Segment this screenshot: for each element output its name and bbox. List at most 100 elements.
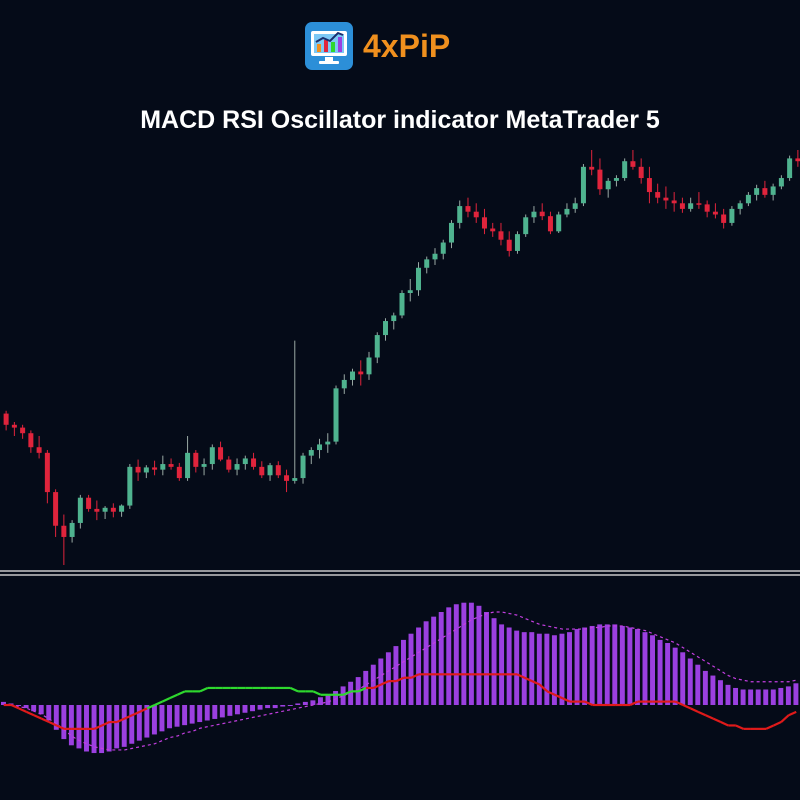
candle-body [457,206,463,223]
oscillator-line-segment [101,721,110,727]
histogram-bar [68,705,74,746]
candle-body [267,465,273,476]
histogram-bar [401,639,406,705]
oscillator-line-segment [290,686,299,693]
histogram-bar [634,629,640,705]
oscillator-line-segment [124,714,133,720]
histogram-bar [597,624,603,705]
candle-body [613,178,619,181]
candle-body [605,180,611,190]
candle-body [61,525,67,537]
histogram-bar [280,705,286,707]
histogram-bar [665,643,671,705]
candle-body [762,188,768,195]
oscillator-line-segment [629,700,639,707]
brand-logo[interactable]: 4xPiP [305,22,505,72]
candle-body [209,447,215,465]
histogram-bar [687,658,693,705]
histogram-bar [514,630,520,705]
candle-body [102,507,108,512]
candle-body [778,178,784,187]
candle-body [754,188,760,195]
candle-body [663,197,669,201]
candle-body [341,379,347,389]
candle-body [622,161,628,179]
histogram-bar [574,629,580,705]
candle-body [11,424,17,428]
histogram-bar [431,616,437,705]
candle-body [729,208,735,223]
candle-body [374,335,380,358]
histogram-bar [212,705,218,719]
candle-body [424,259,430,268]
oscillator-line-segment [41,717,50,724]
candle-body [589,166,595,170]
histogram-bar [559,633,565,705]
candle-body [721,214,727,223]
oscillator-line-segment [546,690,556,696]
oscillator-line-segment [146,703,156,710]
candle-body [44,452,50,493]
histogram-bar [793,683,799,705]
oscillator-line-segment [675,700,684,707]
candle-body [242,458,248,465]
candle-body [308,450,314,456]
oscillator-line-segment [538,683,548,693]
histogram-bar [46,705,52,721]
histogram-bar [302,701,308,705]
candle-body [251,458,257,467]
candle-body [490,228,496,232]
oscillator-line-segment [199,686,209,693]
histogram-bar [612,624,618,705]
histogram-bar [529,632,535,705]
candle-body [399,293,405,316]
candle-body [531,211,537,218]
oscillator-line-segment [524,676,533,683]
candle-body [69,522,75,537]
oscillator-line-segment [720,721,729,727]
histogram-bar [453,604,459,705]
oscillator-line-segment [161,697,171,703]
histogram-bar [317,697,323,705]
candle-body [415,267,421,291]
histogram-bar [717,680,723,705]
oscillator-line-segment [516,673,525,679]
candle-body [770,186,776,195]
oscillator-line-segment [93,724,103,730]
histogram-bar [227,705,233,716]
oscillator-line-segment [561,697,571,703]
histogram-bar [416,627,422,705]
oscillator-line-segment [554,693,563,700]
histogram-bar [61,705,67,740]
histogram-bar [484,612,489,705]
histogram-bar [136,705,142,741]
oscillator-line-segment [682,703,692,710]
histogram-bar [499,624,505,705]
candle-body [201,464,207,467]
brand-name: 4xPiP [363,28,451,64]
candle-body [185,452,191,479]
histogram-bar [250,705,256,712]
chart-monitor-icon [305,22,353,70]
candle-body [168,464,174,467]
candle-body [325,441,331,445]
oscillator-line-segment [773,721,782,727]
candle-body [787,158,793,179]
oscillator-line-segment [312,690,322,696]
oscillator-line-segment [788,710,797,717]
candle-body [234,464,240,470]
candle-body [638,166,644,179]
histogram-bar [589,625,595,705]
candle-body [473,211,479,218]
histogram-bar [702,670,708,705]
histogram-bar [748,689,754,705]
histogram-bar [370,664,376,705]
candle-body [448,222,454,243]
candle-body [383,321,389,336]
candle-body [795,158,800,162]
histogram-bar [182,705,188,726]
histogram-bar [219,705,225,718]
candle-body [506,239,512,251]
candle-body [36,447,42,453]
